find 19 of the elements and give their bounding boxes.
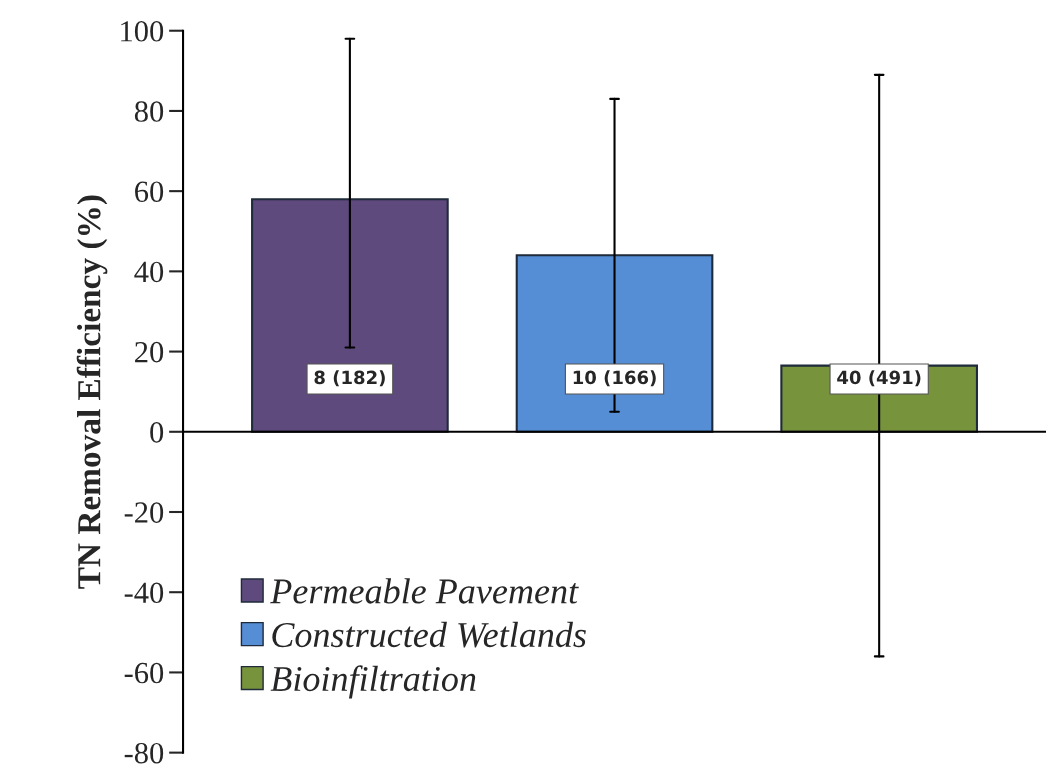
y-tick-label: 20 [135,341,164,363]
y-tick-label: -60 [124,662,164,684]
y-tick-label: -40 [124,582,164,604]
annotation: 40 (491) [837,370,921,387]
annotation: 10 (166) [573,370,656,387]
y-tick-label: 80 [134,101,164,122]
y-tick-label: -80 [124,742,164,764]
bar [251,198,449,433]
y-axis-title: TN Removal Efficiency (%) [76,195,108,589]
y-tick-label: 60 [135,181,164,203]
y-tick-label: -20 [124,502,164,523]
annotation: 8 (182) [314,370,385,387]
legend-label: Bioinfiltration [270,665,476,699]
legend-label: Permeable Pavement [270,578,579,604]
y-tick-label: 0 [150,422,164,443]
y-tick-label: 40 [134,261,164,283]
bar [515,254,714,433]
y-tick-label: 100 [121,21,164,42]
legend-label: Constructed Wetlands [272,621,586,648]
